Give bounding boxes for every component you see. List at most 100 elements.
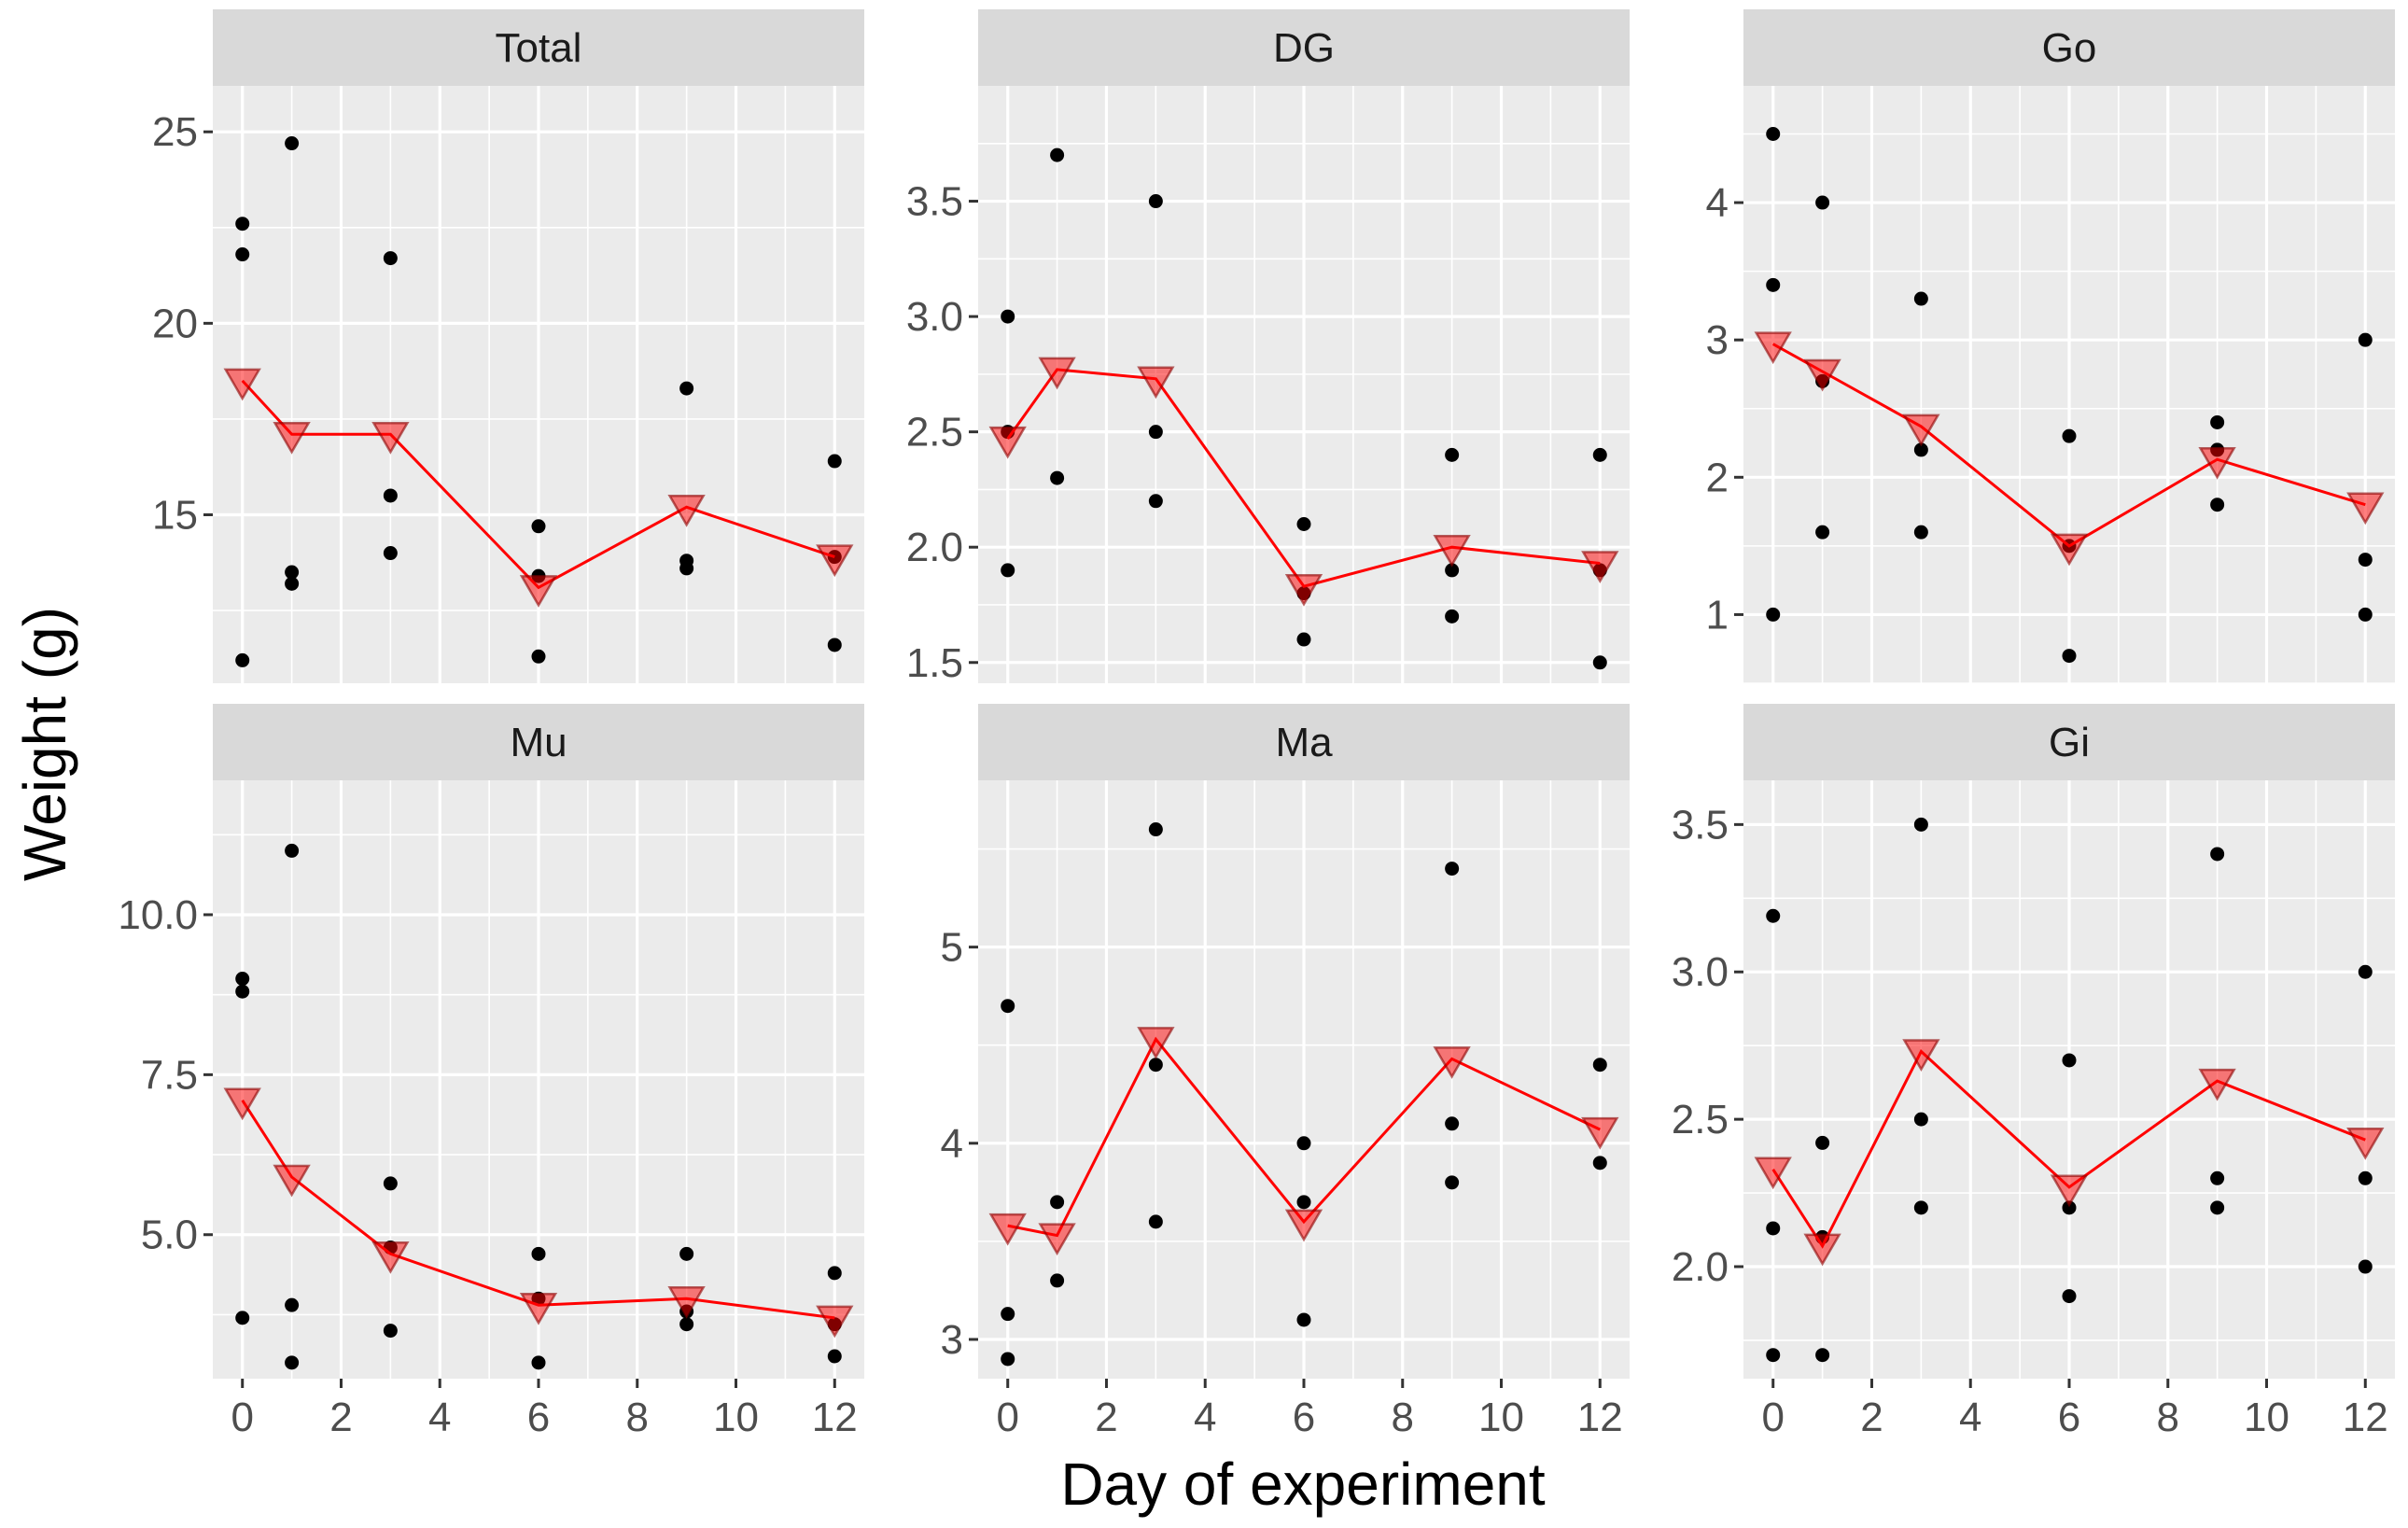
mean-marker xyxy=(519,575,558,608)
data-point xyxy=(235,1311,250,1325)
data-point xyxy=(679,381,694,396)
mean-marker xyxy=(1284,573,1323,607)
data-point xyxy=(383,546,398,561)
data-point xyxy=(1913,1200,1928,1215)
y-tick-label: 4 xyxy=(941,1121,963,1167)
strip-title-go: Go xyxy=(2042,25,2097,71)
data-point xyxy=(2062,1200,2077,1215)
mean-marker xyxy=(667,1286,706,1319)
data-point xyxy=(1001,309,1015,324)
y-tick-label: 2.0 xyxy=(906,525,963,570)
x-tick-label: 12 xyxy=(1577,1395,1623,1440)
data-point xyxy=(235,247,250,262)
x-tick-label: 6 xyxy=(1293,1395,1315,1440)
data-point xyxy=(1001,999,1015,1014)
y-tick-label: 3.0 xyxy=(906,294,963,340)
data-point xyxy=(1148,494,1163,509)
data-point xyxy=(1445,862,1460,876)
data-point xyxy=(1913,1112,1928,1127)
data-point xyxy=(531,649,546,664)
x-tick-label: 12 xyxy=(812,1395,858,1440)
data-point xyxy=(1815,195,1830,210)
mean-marker xyxy=(1803,1233,1841,1267)
mean-marker xyxy=(1284,1209,1323,1242)
data-point xyxy=(2358,1259,2373,1274)
data-point xyxy=(1815,1348,1830,1363)
y-tick-label: 3.0 xyxy=(1672,949,1729,995)
data-point xyxy=(1296,1136,1311,1151)
data-point xyxy=(285,1355,300,1370)
y-tick-label: 5 xyxy=(941,925,963,971)
mean-marker xyxy=(2050,1174,2089,1208)
y-tick-label: 3 xyxy=(941,1317,963,1363)
y-tick-label: 20 xyxy=(152,301,198,346)
mean-line-dg xyxy=(1006,368,1601,588)
mean-marker xyxy=(1754,1157,1792,1190)
panel-dg: DG 1.5 2.0 2.5 3.0 3.5 xyxy=(906,9,1630,686)
y-tick-label: 15 xyxy=(152,492,198,538)
data-point xyxy=(2062,1289,2077,1304)
y-tick-label: 10.0 xyxy=(118,892,198,938)
x-tick-label: 4 xyxy=(1194,1395,1216,1440)
mean-marker xyxy=(1803,358,1841,392)
mean-marker xyxy=(2346,1127,2385,1160)
mean-line-mu xyxy=(241,1099,835,1320)
data-point xyxy=(1815,1135,1830,1150)
strip-dg xyxy=(978,9,1630,86)
mean-marker xyxy=(223,1087,261,1121)
data-point xyxy=(285,843,300,858)
data-point xyxy=(383,251,398,266)
x-tick-label: 4 xyxy=(428,1395,451,1440)
x-tick-label: 0 xyxy=(1761,1395,1784,1440)
mean-marker xyxy=(988,426,1027,459)
y-tick-label: 2.5 xyxy=(1672,1097,1729,1142)
strip-title-ma: Ma xyxy=(1275,720,1333,765)
mean-marker xyxy=(2198,1068,2236,1101)
data-point xyxy=(1050,1195,1065,1210)
y-tick-label: 2 xyxy=(1706,455,1729,500)
data-point xyxy=(1296,516,1311,531)
data-point xyxy=(1592,1058,1607,1072)
mean-marker xyxy=(371,1241,410,1274)
data-point xyxy=(1766,126,1781,141)
x-tick-label: 10 xyxy=(713,1395,759,1440)
data-point xyxy=(235,652,250,667)
y-tick-label: 5.0 xyxy=(141,1213,198,1258)
y-tick-label: 3.5 xyxy=(1672,802,1729,848)
data-point xyxy=(1001,1307,1015,1322)
mean-marker xyxy=(1902,1039,1940,1072)
data-point xyxy=(1445,1175,1460,1190)
data-point xyxy=(285,1297,300,1312)
mean-marker xyxy=(2346,492,2385,526)
data-point xyxy=(1766,1348,1781,1363)
data-point xyxy=(285,565,300,580)
data-point xyxy=(1592,1156,1607,1171)
x-tick-label: 0 xyxy=(231,1395,253,1440)
data-point xyxy=(2210,498,2225,512)
data-point xyxy=(1148,425,1163,440)
data-point xyxy=(1001,1352,1015,1367)
data-point xyxy=(1592,655,1607,670)
data-point xyxy=(827,1349,842,1364)
data-point xyxy=(383,488,398,503)
y-tick-label: 2.0 xyxy=(1672,1244,1729,1290)
panel-go: Go 1 2 3 4 xyxy=(1706,9,2395,684)
x-tick-label: 4 xyxy=(1959,1395,1981,1440)
x-tick-label: 0 xyxy=(996,1395,1018,1440)
y-axis-title: Weight (g) xyxy=(11,607,78,881)
data-point xyxy=(383,1176,398,1191)
data-point xyxy=(1445,1116,1460,1131)
data-point xyxy=(1766,908,1781,923)
data-point xyxy=(1766,277,1781,292)
x-axis-title: Day of experiment xyxy=(1060,1451,1546,1518)
mean-marker xyxy=(816,1305,854,1339)
data-point xyxy=(2062,1053,2077,1068)
mean-marker xyxy=(1038,357,1076,390)
data-point xyxy=(1050,1273,1065,1288)
strip-total xyxy=(213,9,864,86)
mean-marker xyxy=(1433,534,1471,568)
data-point xyxy=(531,1246,546,1261)
x-tick-label: 12 xyxy=(2343,1395,2388,1440)
data-point xyxy=(1050,470,1065,485)
